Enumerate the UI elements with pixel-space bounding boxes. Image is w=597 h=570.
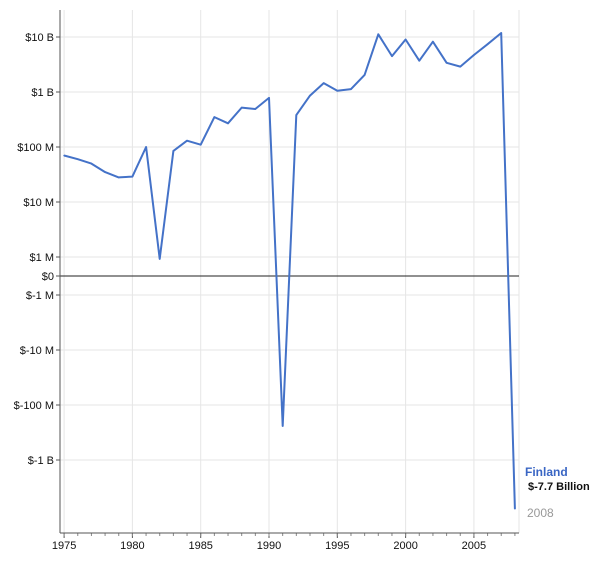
data-point [240, 106, 243, 109]
series-points [63, 32, 516, 510]
y-tick-label: $100 M [17, 142, 54, 154]
data-point [473, 54, 475, 56]
data-point [227, 122, 229, 125]
y-tick-label: $0 [42, 271, 54, 283]
series-line-finland [63, 32, 516, 509]
data-point [117, 176, 120, 179]
data-point [377, 33, 380, 36]
chart-grid [60, 10, 520, 533]
y-tick-label: $-10 M [20, 345, 54, 357]
data-point [131, 175, 134, 178]
x-tick-label: 1975 [52, 540, 76, 552]
data-point [281, 425, 284, 427]
data-point [213, 116, 216, 118]
x-tick-label: 1995 [325, 540, 349, 552]
data-point [350, 88, 352, 90]
data-point [295, 114, 298, 116]
data-point [363, 74, 366, 76]
data-point [104, 171, 106, 173]
legend-year: 2008 [527, 506, 554, 520]
data-point [391, 55, 393, 57]
x-tick-label: 1990 [257, 540, 281, 552]
data-point [309, 94, 311, 97]
data-point [268, 97, 270, 99]
legend-series-value: $-7.7 Billion [528, 481, 590, 493]
x-axis-tick-labels: 1975 1980 1985 1990 1995 2000 2005 [52, 540, 486, 552]
y-tick-label: $10 B [25, 32, 54, 44]
y-tick-label: $-1 B [28, 455, 54, 467]
y-tick-label: $1 M [30, 252, 54, 264]
data-point [186, 139, 188, 142]
x-tick-label: 2005 [462, 540, 486, 552]
data-point [336, 90, 339, 92]
data-point [514, 507, 516, 510]
data-point [63, 154, 65, 157]
data-point [90, 162, 93, 165]
y-tick-label: $-100 M [14, 400, 54, 412]
data-point [404, 38, 407, 41]
chart-axes [56, 10, 519, 538]
data-point [445, 61, 448, 64]
data-point [172, 150, 175, 152]
data-point [500, 32, 503, 34]
data-point [254, 108, 257, 110]
data-point [199, 143, 202, 146]
data-point [486, 43, 489, 45]
data-point [432, 40, 434, 43]
data-point [322, 82, 325, 84]
x-tick-label: 1985 [188, 540, 212, 552]
data-point [418, 59, 421, 62]
x-tick-label: 1980 [120, 540, 144, 552]
data-point [76, 158, 79, 161]
y-axis-tick-labels: $10 B $1 B $100 M $10 M $1 M $0 $-1 M $-10 M $-1… [14, 32, 54, 467]
x-tick-label: 2000 [393, 540, 417, 552]
data-point [145, 146, 147, 148]
y-tick-label: $1 B [31, 87, 54, 99]
y-tick-label: $-1 M [26, 290, 54, 302]
data-point [459, 65, 462, 68]
data-point [158, 258, 161, 260]
y-tick-label: $10 M [23, 197, 54, 209]
legend-series-name: Finland [525, 465, 568, 479]
